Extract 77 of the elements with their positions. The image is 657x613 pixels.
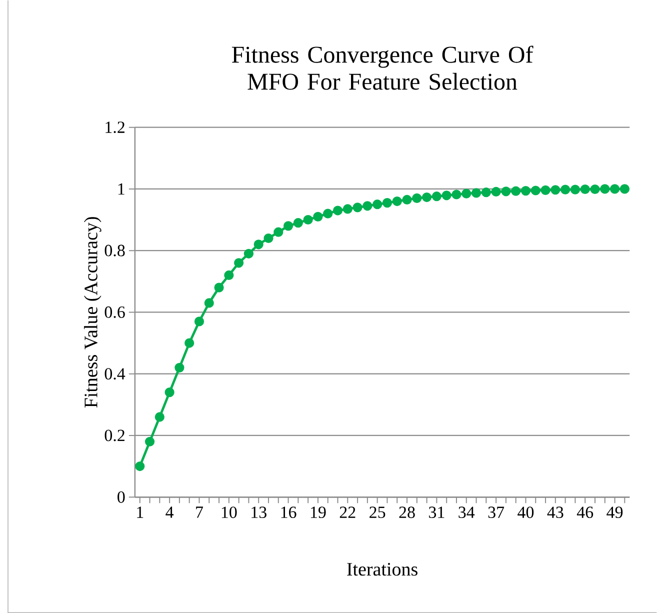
point [342,204,352,214]
point [164,387,174,397]
point [471,188,482,198]
point [254,239,264,250]
x-tick-label: 49 [606,506,623,518]
y-axis-title: Fitness Value (Accuracy) [84,216,102,408]
point [620,184,630,194]
point [560,184,570,194]
point [432,191,442,201]
y-tick-label: 1.2 [106,121,124,133]
point [135,461,145,471]
point [570,184,580,194]
point [204,298,214,308]
point [530,185,540,196]
point [392,196,402,206]
x-tick-label: 37 [488,506,504,518]
x-tick-label: 31 [429,506,444,518]
y-tick-label: 0 [118,491,125,503]
point [214,282,224,292]
y-tick-label: 1 [118,183,124,194]
x-tick-label: 43 [547,506,564,518]
point [154,412,164,422]
point [610,184,620,194]
point [283,220,294,231]
point [293,218,303,228]
point [382,198,392,208]
point [520,186,531,196]
point [323,208,333,218]
x-tick-label: 7 [196,506,203,518]
chart-title: Fitness Convergence Curve Of MFO For Feature Selection [232,46,534,90]
x-tick-label: 34 [458,506,475,518]
point [540,185,550,195]
point [442,190,452,200]
x-tick-label: 19 [310,506,326,518]
point [274,227,284,237]
point [402,194,412,204]
x-tick-label: 22 [340,506,356,518]
x-tick-label: 10 [222,506,237,518]
point [422,192,432,202]
point [362,200,372,210]
point [184,338,194,348]
x-tick-label: 16 [281,506,296,518]
point [600,184,610,194]
y-tick-label: 0.4 [104,368,126,380]
point [332,206,343,216]
point [303,214,313,224]
point [174,362,184,372]
y-tick-label: 0.2 [104,429,124,442]
point [590,184,600,194]
point [234,258,244,268]
point [550,184,560,194]
x-tick-label: 28 [399,506,415,518]
point [224,270,234,280]
x-tick-label: 4 [166,506,174,518]
point [511,186,521,196]
x-tick-label: 1 [137,506,144,518]
point [352,202,362,212]
x-tick-label: 25 [370,506,386,518]
y-tick-label: 0.6 [104,306,125,318]
x-tick-label: 46 [576,506,594,518]
point [144,436,155,446]
x-tick-label: 40 [518,506,534,518]
point [264,233,274,243]
point [452,189,462,200]
point [462,188,472,198]
x-axis-title: Iterations [347,562,418,576]
point [481,187,491,197]
x-tick-label: 13 [252,506,266,518]
point [412,193,422,203]
point [580,184,590,194]
point [491,186,501,196]
point [372,199,382,209]
y-tick-label: 0.8 [104,244,125,256]
point [194,316,204,326]
point [501,186,511,196]
point [244,248,254,258]
point [313,212,323,222]
